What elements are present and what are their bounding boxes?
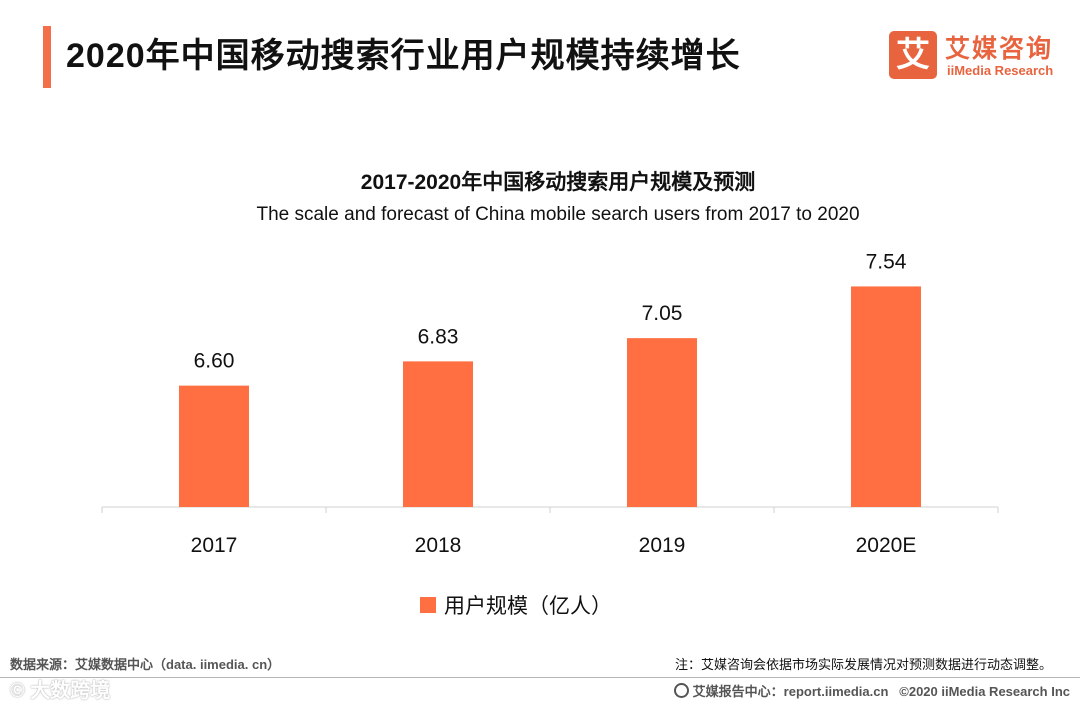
footer-divider	[0, 677, 1080, 678]
data-label: 7.54	[866, 250, 907, 273]
data-source: 数据来源：艾媒数据中心（data. iimedia. cn）	[10, 657, 281, 672]
chart-legend: 用户规模（亿人）	[420, 590, 612, 618]
logo-name-cn: 艾媒咨询	[945, 35, 1054, 63]
x-tick-label: 2018	[415, 534, 462, 557]
data-label: 7.05	[642, 302, 683, 325]
bar-2017	[179, 385, 249, 507]
x-tick-label: 2019	[639, 534, 686, 557]
watermark: © 大数跨境	[10, 680, 111, 702]
bar-2018	[403, 361, 473, 507]
forecast-note: 注：艾媒咨询会依据市场实际发展情况对预测数据进行动态调整。	[674, 657, 1052, 672]
globe-icon	[673, 683, 689, 698]
x-tick-label: 2020E	[856, 534, 917, 557]
page-title: 2020年中国移动搜索行业用户规模持续增长	[66, 37, 741, 75]
logo-name-en: iiMedia Research	[947, 63, 1054, 78]
copyright: ©2020 iiMedia Research Inc	[899, 684, 1070, 699]
footer-right: 艾媒报告中心：report.iimedia.cn ©2020 iiMedia R…	[673, 681, 1070, 700]
bar-2020e	[851, 286, 921, 507]
legend-swatch	[420, 597, 436, 613]
chart-subtitle: The scale and forecast of China mobile s…	[256, 204, 860, 225]
x-tick-label: 2017	[191, 534, 238, 557]
data-label: 6.60	[194, 350, 235, 373]
bar-2019	[627, 338, 697, 507]
report-center-link[interactable]: 艾媒报告中心：report.iimedia.cn	[692, 684, 889, 699]
title-accent-bar	[43, 26, 51, 88]
data-label: 6.83	[418, 325, 459, 348]
legend-label: 用户规模（亿人）	[444, 595, 612, 618]
logo-mark: 艾	[889, 31, 937, 79]
chart-title: 2017-2020年中国移动搜索用户规模及预测	[360, 171, 756, 194]
iimedia-logo: 艾 艾媒咨询 iiMedia Research	[889, 31, 1069, 81]
